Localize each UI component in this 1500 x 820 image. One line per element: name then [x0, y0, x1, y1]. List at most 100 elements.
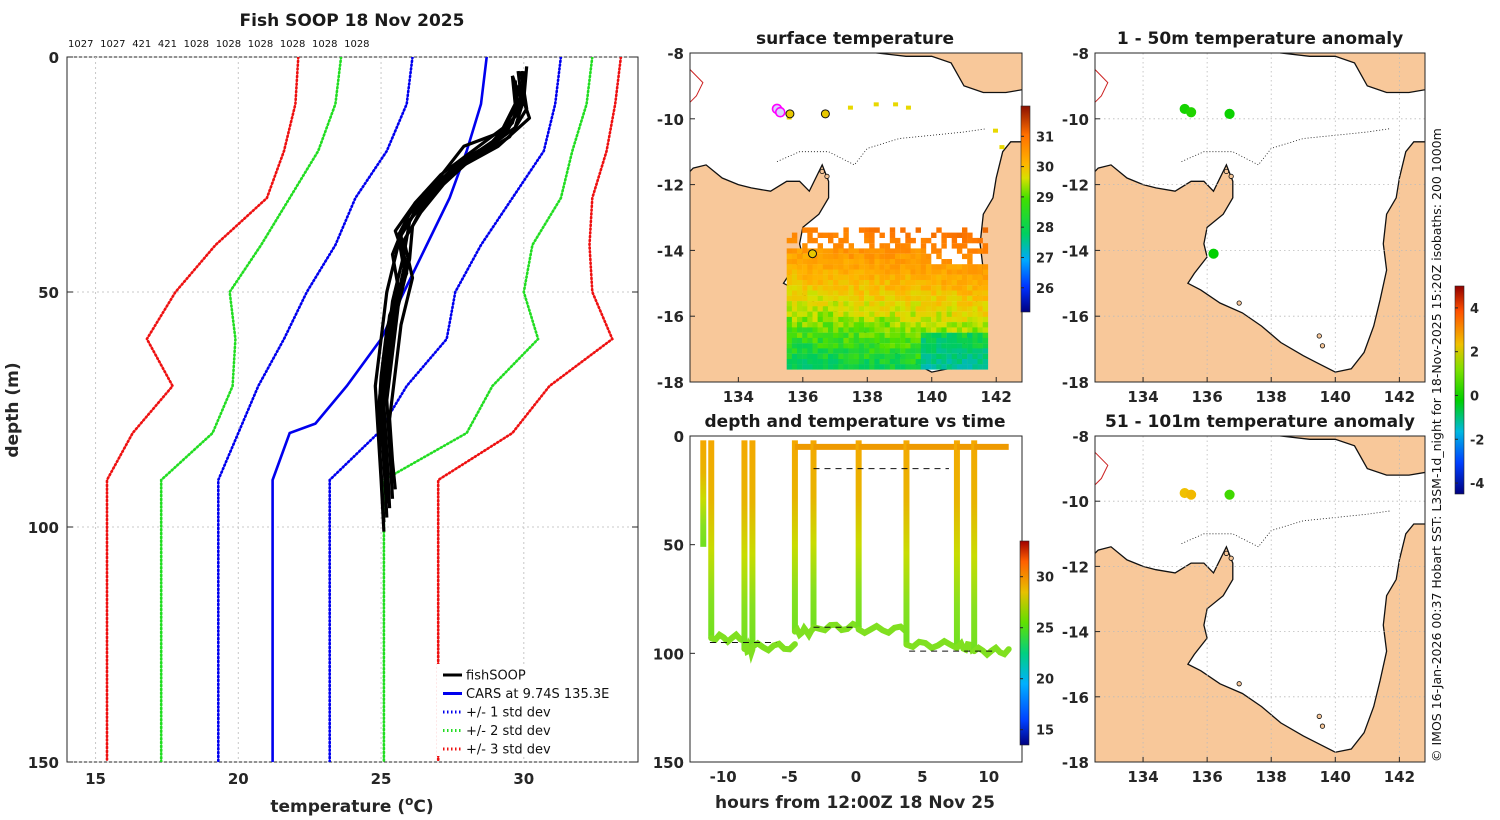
sst-pixel — [858, 311, 865, 317]
top-annotation: 421 — [132, 39, 151, 50]
sst-pixel — [797, 348, 803, 354]
sst-pixel — [931, 243, 937, 249]
sst-pixel — [802, 227, 808, 233]
sst-pixel — [874, 332, 880, 339]
sst-pixel — [895, 337, 901, 344]
sst-pixel — [910, 332, 916, 339]
sst-pixel — [900, 243, 906, 249]
sst-pixel — [910, 343, 916, 349]
sst-pixel — [931, 327, 937, 333]
sst-pixel — [838, 348, 844, 354]
sst-pixel — [833, 337, 839, 344]
sst-pixel — [869, 359, 875, 365]
sst-pixel — [853, 322, 860, 328]
sst-pixel — [812, 237, 818, 244]
anom101-land — [1095, 436, 1425, 762]
sst-pixel — [843, 343, 849, 349]
sst-pixel — [853, 295, 860, 302]
sst-pixel — [920, 243, 927, 249]
sst-pixel — [972, 290, 978, 296]
sst-pixel — [822, 348, 829, 354]
sst-pixel — [946, 327, 952, 333]
sst-pixel — [956, 322, 963, 328]
sst-pixel — [967, 322, 973, 328]
sst-pixel — [900, 343, 906, 349]
sst-pixel — [812, 353, 818, 360]
sst-pixel — [946, 316, 952, 323]
sst-pixel — [967, 274, 973, 281]
sst-pixel — [931, 269, 937, 275]
sst-pixel — [879, 243, 885, 249]
sst-pixel — [951, 264, 958, 270]
sst-pixel — [843, 248, 849, 254]
sst-pixel — [833, 316, 839, 323]
sst-pixel — [900, 259, 906, 265]
sst-pixel — [797, 327, 803, 333]
sst-pixel — [936, 364, 942, 370]
anom101-island — [1319, 723, 1326, 729]
sst-pixel — [879, 343, 885, 349]
sst-pixel — [915, 290, 921, 296]
sst-pixel — [858, 306, 865, 312]
sst-pixel — [807, 322, 813, 328]
sst-pixel — [982, 337, 989, 344]
sst-pixel — [843, 295, 849, 302]
sst-pixel — [900, 290, 906, 296]
sst-pixel — [889, 232, 896, 238]
top-annotation: 1027 — [100, 39, 125, 50]
sst-pixel — [812, 327, 818, 333]
sst-pixel — [982, 306, 989, 312]
anom101-xtick-label: 142 — [1384, 768, 1415, 786]
sst-pixel — [951, 364, 958, 370]
sst-pixel — [838, 311, 844, 317]
sst-pixel — [802, 322, 808, 328]
sst-map-xtick-label: 138 — [852, 388, 883, 406]
sst-pixel — [931, 316, 937, 323]
anomaly-colorbar — [1454, 285, 1465, 495]
sst-pixel — [869, 306, 875, 312]
sst-pixel — [879, 348, 885, 354]
sst-pixel — [833, 348, 839, 354]
sst-field — [786, 102, 1005, 370]
sst-pixel — [905, 332, 911, 339]
sst-pixel — [858, 253, 865, 260]
sst-pixel — [802, 274, 808, 281]
sst-pixel — [884, 253, 891, 260]
top-annotation: 1028 — [216, 39, 241, 50]
sst-pixel — [791, 253, 798, 260]
time-xtick-label: 10 — [978, 768, 999, 786]
sst-pixel — [884, 322, 891, 328]
sst-pixel — [951, 311, 958, 317]
sst-pixel — [848, 301, 854, 307]
sst-pixel — [817, 290, 823, 296]
sst-pixel — [920, 259, 927, 265]
sst-pixel — [941, 301, 947, 307]
sst-pixel — [910, 359, 916, 365]
sst-pixel — [843, 301, 849, 307]
sst-pixel — [972, 295, 978, 302]
profile-ytick-label: 0 — [49, 49, 59, 67]
sst-pixel — [802, 280, 808, 286]
time-depth-colorbar-ticks: 15 20 25 30 — [1020, 571, 1054, 739]
sst-pixel — [833, 243, 839, 249]
sst-map-xtick-label: 136 — [787, 388, 818, 406]
sst-pixel — [807, 285, 813, 291]
anom-cb-label: -4 — [1470, 477, 1484, 492]
anom101-island — [1223, 550, 1229, 556]
sst-pixel — [869, 322, 875, 328]
sst-pixel — [828, 332, 834, 339]
sst-pixel — [879, 301, 885, 307]
anom101-content — [1095, 436, 1425, 762]
sst-pixel — [925, 337, 932, 344]
profile-ticks: 15 20 25 30 0 50 100 150 — [28, 49, 638, 788]
sst-pixel — [828, 237, 834, 244]
sst-pixel — [910, 353, 916, 360]
fishsoop-profile-line — [388, 70, 526, 490]
top-annotation: 421 — [158, 39, 177, 50]
sst-pixel — [879, 280, 885, 286]
sst-pixel — [910, 248, 916, 254]
sst-pixel — [982, 274, 989, 281]
sst-pixel — [869, 343, 875, 349]
sst-pixel — [920, 253, 927, 260]
anom101-xtick-label: 138 — [1256, 768, 1287, 786]
